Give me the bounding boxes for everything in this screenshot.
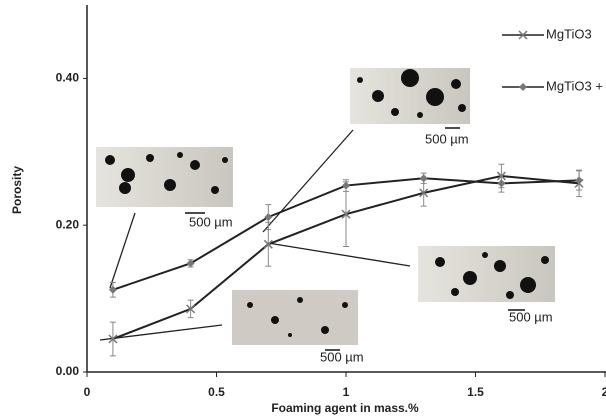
- marker: [420, 174, 428, 182]
- y-tick-label: 0.00: [56, 364, 80, 378]
- scale-label: 500 µm: [320, 349, 364, 364]
- x-tick-label: 0: [84, 385, 91, 399]
- chart: 500 µm 500 µm 500 µm 500 µm Foaming agen…: [0, 0, 606, 418]
- y-axis-title: Porosity: [10, 166, 24, 214]
- marker: [497, 179, 505, 187]
- x-tick-label: 0.5: [208, 385, 225, 399]
- x-axis-title: Foaming agent in mass.%: [271, 401, 419, 415]
- x-tick-label: 1.5: [467, 385, 484, 399]
- inset-image: [100, 290, 358, 350]
- marker: [342, 182, 350, 190]
- scale-label: 500 µm: [509, 309, 553, 324]
- legend-marker: [519, 83, 527, 91]
- legend-label: MgTiO3: [546, 26, 592, 41]
- x-tick-label: 1: [343, 385, 350, 399]
- x-tick-label: 2: [602, 385, 606, 399]
- y-tick-label: 0.40: [56, 71, 80, 85]
- legend-label: MgTiO3 + C: [546, 78, 606, 93]
- scale-label: 500 µm: [425, 131, 469, 146]
- scale-label: 500 µm: [189, 214, 233, 229]
- y-tick-label: 0.20: [56, 217, 80, 231]
